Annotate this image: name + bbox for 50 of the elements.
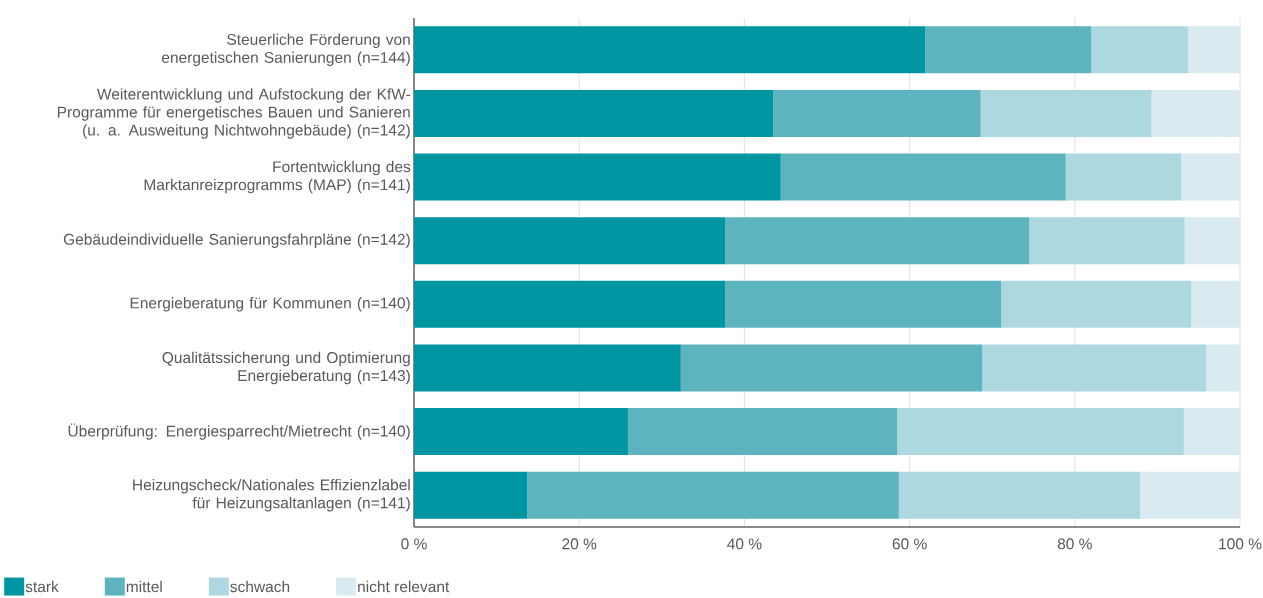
- y-tick-label: Energieberatung für Kommunen (n=140): [130, 297, 410, 312]
- bar: [1151, 89, 1241, 137]
- bar: [898, 471, 1141, 519]
- bar: [414, 26, 926, 74]
- bar: [1065, 153, 1182, 201]
- bar: [627, 408, 898, 456]
- bar: [1187, 26, 1241, 74]
- bar: [414, 89, 774, 137]
- y-tick-label: Qualitätssicherung und Optimierung Energieberatung (n=143): [162, 351, 410, 385]
- bar: [414, 408, 628, 456]
- y-tick-label: Heizungscheck/Nationales Effizienzlabel für Heizungsaltanlagen (n=141): [133, 478, 410, 512]
- bar: [414, 280, 726, 328]
- y-tick-label: Steuerliche Förderung von energetischen Sanierungen (n=144): [161, 33, 410, 67]
- bar: [1001, 280, 1192, 328]
- bar: [1140, 471, 1241, 519]
- bar: [780, 153, 1066, 201]
- bar: [1091, 26, 1188, 74]
- x-tick-label: 100 %: [1219, 538, 1262, 550]
- bar: [773, 89, 981, 137]
- bar: [1183, 408, 1241, 456]
- y-tick-label: Weiterentwicklung und Aufstockung der KfW-Programme für energetisches Bauen und Sanieren (u. a. Ausweitung Nichtwohngebäude) (n=142): [57, 88, 411, 139]
- bar: [982, 344, 1207, 392]
- bar: [980, 89, 1152, 137]
- x-tick-label: 60 %: [892, 538, 927, 550]
- bar: [1184, 217, 1241, 265]
- bar: [897, 408, 1184, 456]
- bar: [725, 217, 1030, 265]
- bar: [414, 153, 781, 201]
- bar: [414, 471, 528, 519]
- legend-label: nicht relevant: [358, 580, 450, 593]
- legend-label: stark: [25, 580, 59, 593]
- bar: [680, 344, 983, 392]
- y-tick-label: Gebäudeindividuelle Sanierungsfahrpläne (n=142): [63, 233, 410, 248]
- x-tick-label: 0 %: [401, 538, 427, 550]
- bar: [414, 217, 726, 265]
- x-tick-label: 80 %: [1057, 538, 1092, 550]
- bar: [527, 471, 899, 519]
- bar: [1191, 280, 1241, 328]
- bar: [414, 344, 681, 392]
- y-tick-label: Überprüfung: Energiesparrecht/Mietrecht (n=140): [68, 423, 410, 440]
- bar: [1029, 217, 1185, 265]
- legend-label: schwach: [230, 580, 290, 593]
- legend-label: mittel: [126, 580, 162, 593]
- bar: [1181, 153, 1241, 201]
- x-tick-label: 40 %: [727, 538, 762, 550]
- bar: [725, 280, 1002, 328]
- bar: [1206, 344, 1241, 392]
- y-tick-label: Fortentwicklung des Marktanreizprogramms (MAP) (n=141): [144, 160, 411, 194]
- x-tick-label: 20 %: [562, 538, 597, 550]
- bar: [925, 26, 1092, 74]
